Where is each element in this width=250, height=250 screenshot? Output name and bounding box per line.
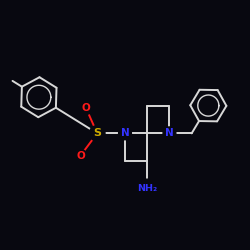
Text: N: N bbox=[165, 128, 174, 138]
Circle shape bbox=[74, 150, 87, 162]
Text: O: O bbox=[76, 150, 85, 160]
Text: N: N bbox=[120, 128, 130, 138]
Circle shape bbox=[80, 102, 92, 115]
Circle shape bbox=[163, 127, 176, 140]
Circle shape bbox=[138, 179, 157, 199]
Circle shape bbox=[118, 127, 132, 140]
Text: O: O bbox=[82, 103, 90, 113]
Text: NH₂: NH₂ bbox=[137, 184, 157, 194]
Text: S: S bbox=[93, 128, 101, 138]
Circle shape bbox=[90, 126, 105, 141]
